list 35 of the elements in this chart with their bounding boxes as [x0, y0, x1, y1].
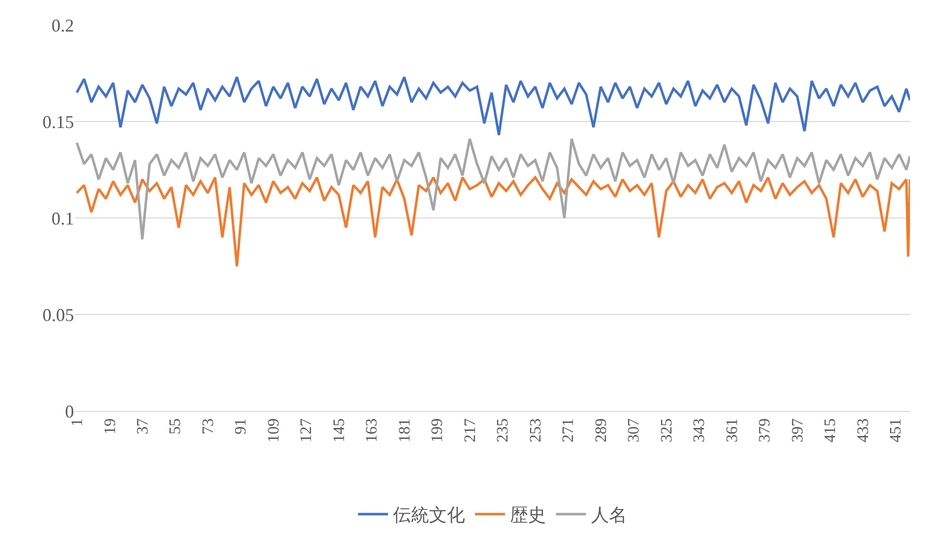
x-tick-label: 127: [298, 418, 316, 442]
x-tick-label: 325: [658, 418, 676, 442]
x-tick-label: 199: [429, 418, 446, 442]
x-tick-label: 343: [691, 418, 708, 442]
x-tick-label: 307: [626, 418, 643, 442]
x-tick-label: 163: [364, 418, 381, 442]
y-tick-label: 0.2: [52, 15, 74, 36]
x-tick-label: 289: [592, 418, 610, 442]
x-tick-label: 433: [854, 418, 872, 442]
x-tick-label: 109: [265, 418, 282, 442]
x-tick-label: 361: [724, 418, 741, 442]
x-tick-label: 73: [200, 418, 217, 434]
x-tick-label: 19: [102, 418, 119, 434]
x-tick-label: 91: [232, 418, 250, 434]
line-series: [76, 76, 910, 136]
x-tick-label: 55: [167, 418, 184, 434]
legend-label: 伝統文化: [393, 505, 465, 526]
y-tick-label: 0.15: [42, 112, 74, 132]
x-tick-label: 37: [134, 418, 152, 434]
x-tick-label: 181: [396, 418, 414, 442]
y-tick-label: 0.1: [52, 208, 74, 228]
x-tick-label: 145: [330, 418, 348, 442]
x-tick-label: 451: [888, 418, 905, 442]
legend-label: 歴史: [510, 505, 546, 526]
x-tick-label: 415: [822, 418, 840, 442]
x-tick-label: 235: [494, 418, 512, 442]
y-tick-label: 0.05: [42, 304, 74, 325]
x-tick-label: 217: [462, 418, 479, 442]
x-tick-label: 379: [756, 418, 774, 442]
x-tick-label: 397: [789, 418, 806, 442]
line-series: [76, 176, 910, 268]
legend-label: 人名: [591, 505, 627, 526]
x-tick-label: 253: [527, 418, 544, 442]
line-series: [76, 138, 910, 240]
x-tick-label: 271: [560, 418, 578, 442]
